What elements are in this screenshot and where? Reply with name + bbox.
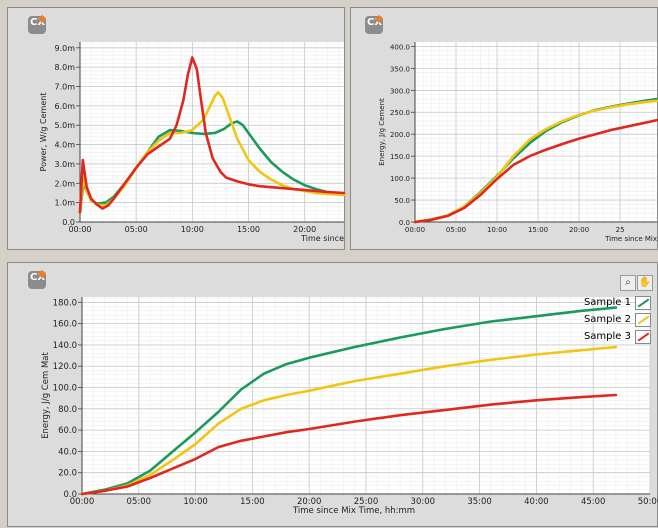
- power-chart: 00:00 05:00 10:00 15:00 20:00 0.0 1.0m 2.0m 3.0m…: [39, 42, 346, 243]
- x-tick-label: 25:00: [354, 497, 379, 507]
- y-tick-label: 0.0: [399, 219, 410, 227]
- y-tick-label: 0.0: [63, 490, 77, 500]
- series-line-3: [78, 56, 346, 214]
- y-tick-label: 160.0: [53, 320, 77, 330]
- power-chart-panel: CX 00:00 05:00 10:00 15:00 20:00 0.0 1.0m 2.0m 3…: [7, 7, 346, 250]
- legend-label: Sample 1: [583, 297, 631, 308]
- y-tick-label: 100.0: [53, 384, 77, 394]
- x-tick-label: 10:00: [181, 225, 204, 234]
- y-tick-label: 120.0: [53, 362, 77, 372]
- x-tick-label: 15:00: [528, 226, 548, 234]
- y-tick-label: 6.0m: [54, 102, 75, 111]
- zoom-tool-icon[interactable]: ⌕: [620, 275, 636, 291]
- x-tick-label: 30:00: [411, 497, 436, 507]
- legend-label: Sample 2: [583, 314, 631, 325]
- legend-swatch: [635, 295, 651, 310]
- series-line-1: [78, 120, 346, 214]
- series-line-3: [413, 118, 658, 224]
- legend-swatch: [635, 329, 651, 344]
- y-tick-label: 250.0: [390, 109, 410, 117]
- series-line-2: [78, 91, 346, 214]
- y-tick-label: 9.0m: [54, 44, 75, 53]
- y-axis-label: Power, W/g Cement: [39, 93, 48, 172]
- cx-logo-icon: CX: [28, 14, 47, 34]
- y-tick-label: 300.0: [390, 87, 410, 95]
- plot-area: [415, 42, 657, 222]
- y-tick-label: 200.0: [390, 131, 410, 139]
- series-line-3: [80, 393, 618, 496]
- energy-chart-panel: CX 00:00 05:00 10:00 15:00 20:00 25 0.0 50.0 100…: [350, 7, 658, 250]
- legend-swatch: [635, 312, 651, 327]
- y-tick-label: 20.0: [58, 469, 77, 479]
- y-tick-label: 4.0m: [54, 141, 75, 150]
- legend-item[interactable]: Sample 3: [584, 328, 651, 345]
- y-tick-label: 2.0m: [54, 179, 75, 188]
- x-axis-label: Time since: [300, 234, 344, 243]
- cx-logo-icon: CX: [28, 269, 47, 289]
- y-tick-label: 80.0: [58, 405, 77, 415]
- legend-item[interactable]: Sample 1: [584, 294, 651, 311]
- x-tick-label: 00:00: [405, 226, 425, 234]
- x-tick-label: 10:00: [487, 226, 507, 234]
- y-axis-label: Energy, J/g Cem Mat: [41, 352, 51, 439]
- y-axis-label: Energy, J/g Cement: [378, 98, 386, 166]
- y-tick-label: 40.0: [58, 447, 77, 457]
- energy-cem-mat-chart: 00:00 05:00 10:00 15:00 20:00 25:00 30:00 35:00…: [41, 297, 658, 516]
- x-tick-label: 40:00: [524, 497, 549, 507]
- y-tick-label: 1.0m: [54, 199, 75, 208]
- y-tick-label: 150.0: [390, 153, 410, 161]
- x-tick-label: 05:00: [125, 225, 148, 234]
- x-tick-label: 35:00: [467, 497, 492, 507]
- pan-hand-icon[interactable]: ✋: [637, 275, 653, 291]
- y-tick-label: 0.0: [62, 218, 75, 227]
- y-tick-label: 180.0: [53, 298, 77, 308]
- y-tick-label: 8.0m: [54, 63, 75, 72]
- y-tick-label: 50.0: [394, 197, 410, 205]
- x-tick-label: 25: [616, 226, 625, 234]
- y-tick-label: 400.0: [390, 43, 410, 51]
- x-tick-label: 10:00: [183, 497, 208, 507]
- y-tick-label: 140.0: [53, 341, 77, 351]
- x-tick-label: 15:00: [240, 497, 265, 507]
- x-tick-label: 20:00: [569, 226, 589, 234]
- legend-label: Sample 3: [583, 331, 631, 342]
- energy-chart: 00:00 05:00 10:00 15:00 20:00 250.050.0100.01…: [378, 41, 658, 243]
- x-tick-label: 20:00: [297, 497, 322, 507]
- x-axis-label: Time since Mix Time, hh:mm: [292, 506, 415, 516]
- x-tick-label: 00:00: [70, 497, 95, 507]
- cx-logo-icon: CX: [365, 14, 384, 34]
- x-tick-label: 05:00: [127, 497, 152, 507]
- y-tick-label: 3.0m: [54, 160, 75, 169]
- x-tick-label: 00:00: [68, 225, 91, 234]
- series-line-2: [80, 345, 618, 496]
- y-tick-label: 100.0: [390, 175, 410, 183]
- x-tick-label: 20:00: [293, 225, 316, 234]
- series-line-1: [80, 306, 618, 496]
- x-axis-label: Time since Mix: [604, 235, 657, 243]
- y-tick-label: 7.0m: [54, 83, 75, 92]
- legend-item[interactable]: Sample 2: [584, 311, 651, 328]
- x-tick-label: 45:00: [581, 497, 606, 507]
- chart-legend: Sample 1 Sample 2 Sample 3: [584, 294, 651, 345]
- x-tick-label: 15:00: [237, 225, 260, 234]
- x-tick-label: 05:00: [446, 226, 466, 234]
- y-tick-label: 5.0m: [54, 121, 75, 130]
- x-tick-label: 50:00: [638, 497, 658, 507]
- y-tick-label: 350.0: [390, 65, 410, 73]
- energy-cem-mat-panel: CX ⌕ ✋ 00:00 05:00 10:00 15:00 20:00 25:00 30:…: [7, 262, 658, 527]
- y-tick-label: 60.0: [58, 426, 77, 436]
